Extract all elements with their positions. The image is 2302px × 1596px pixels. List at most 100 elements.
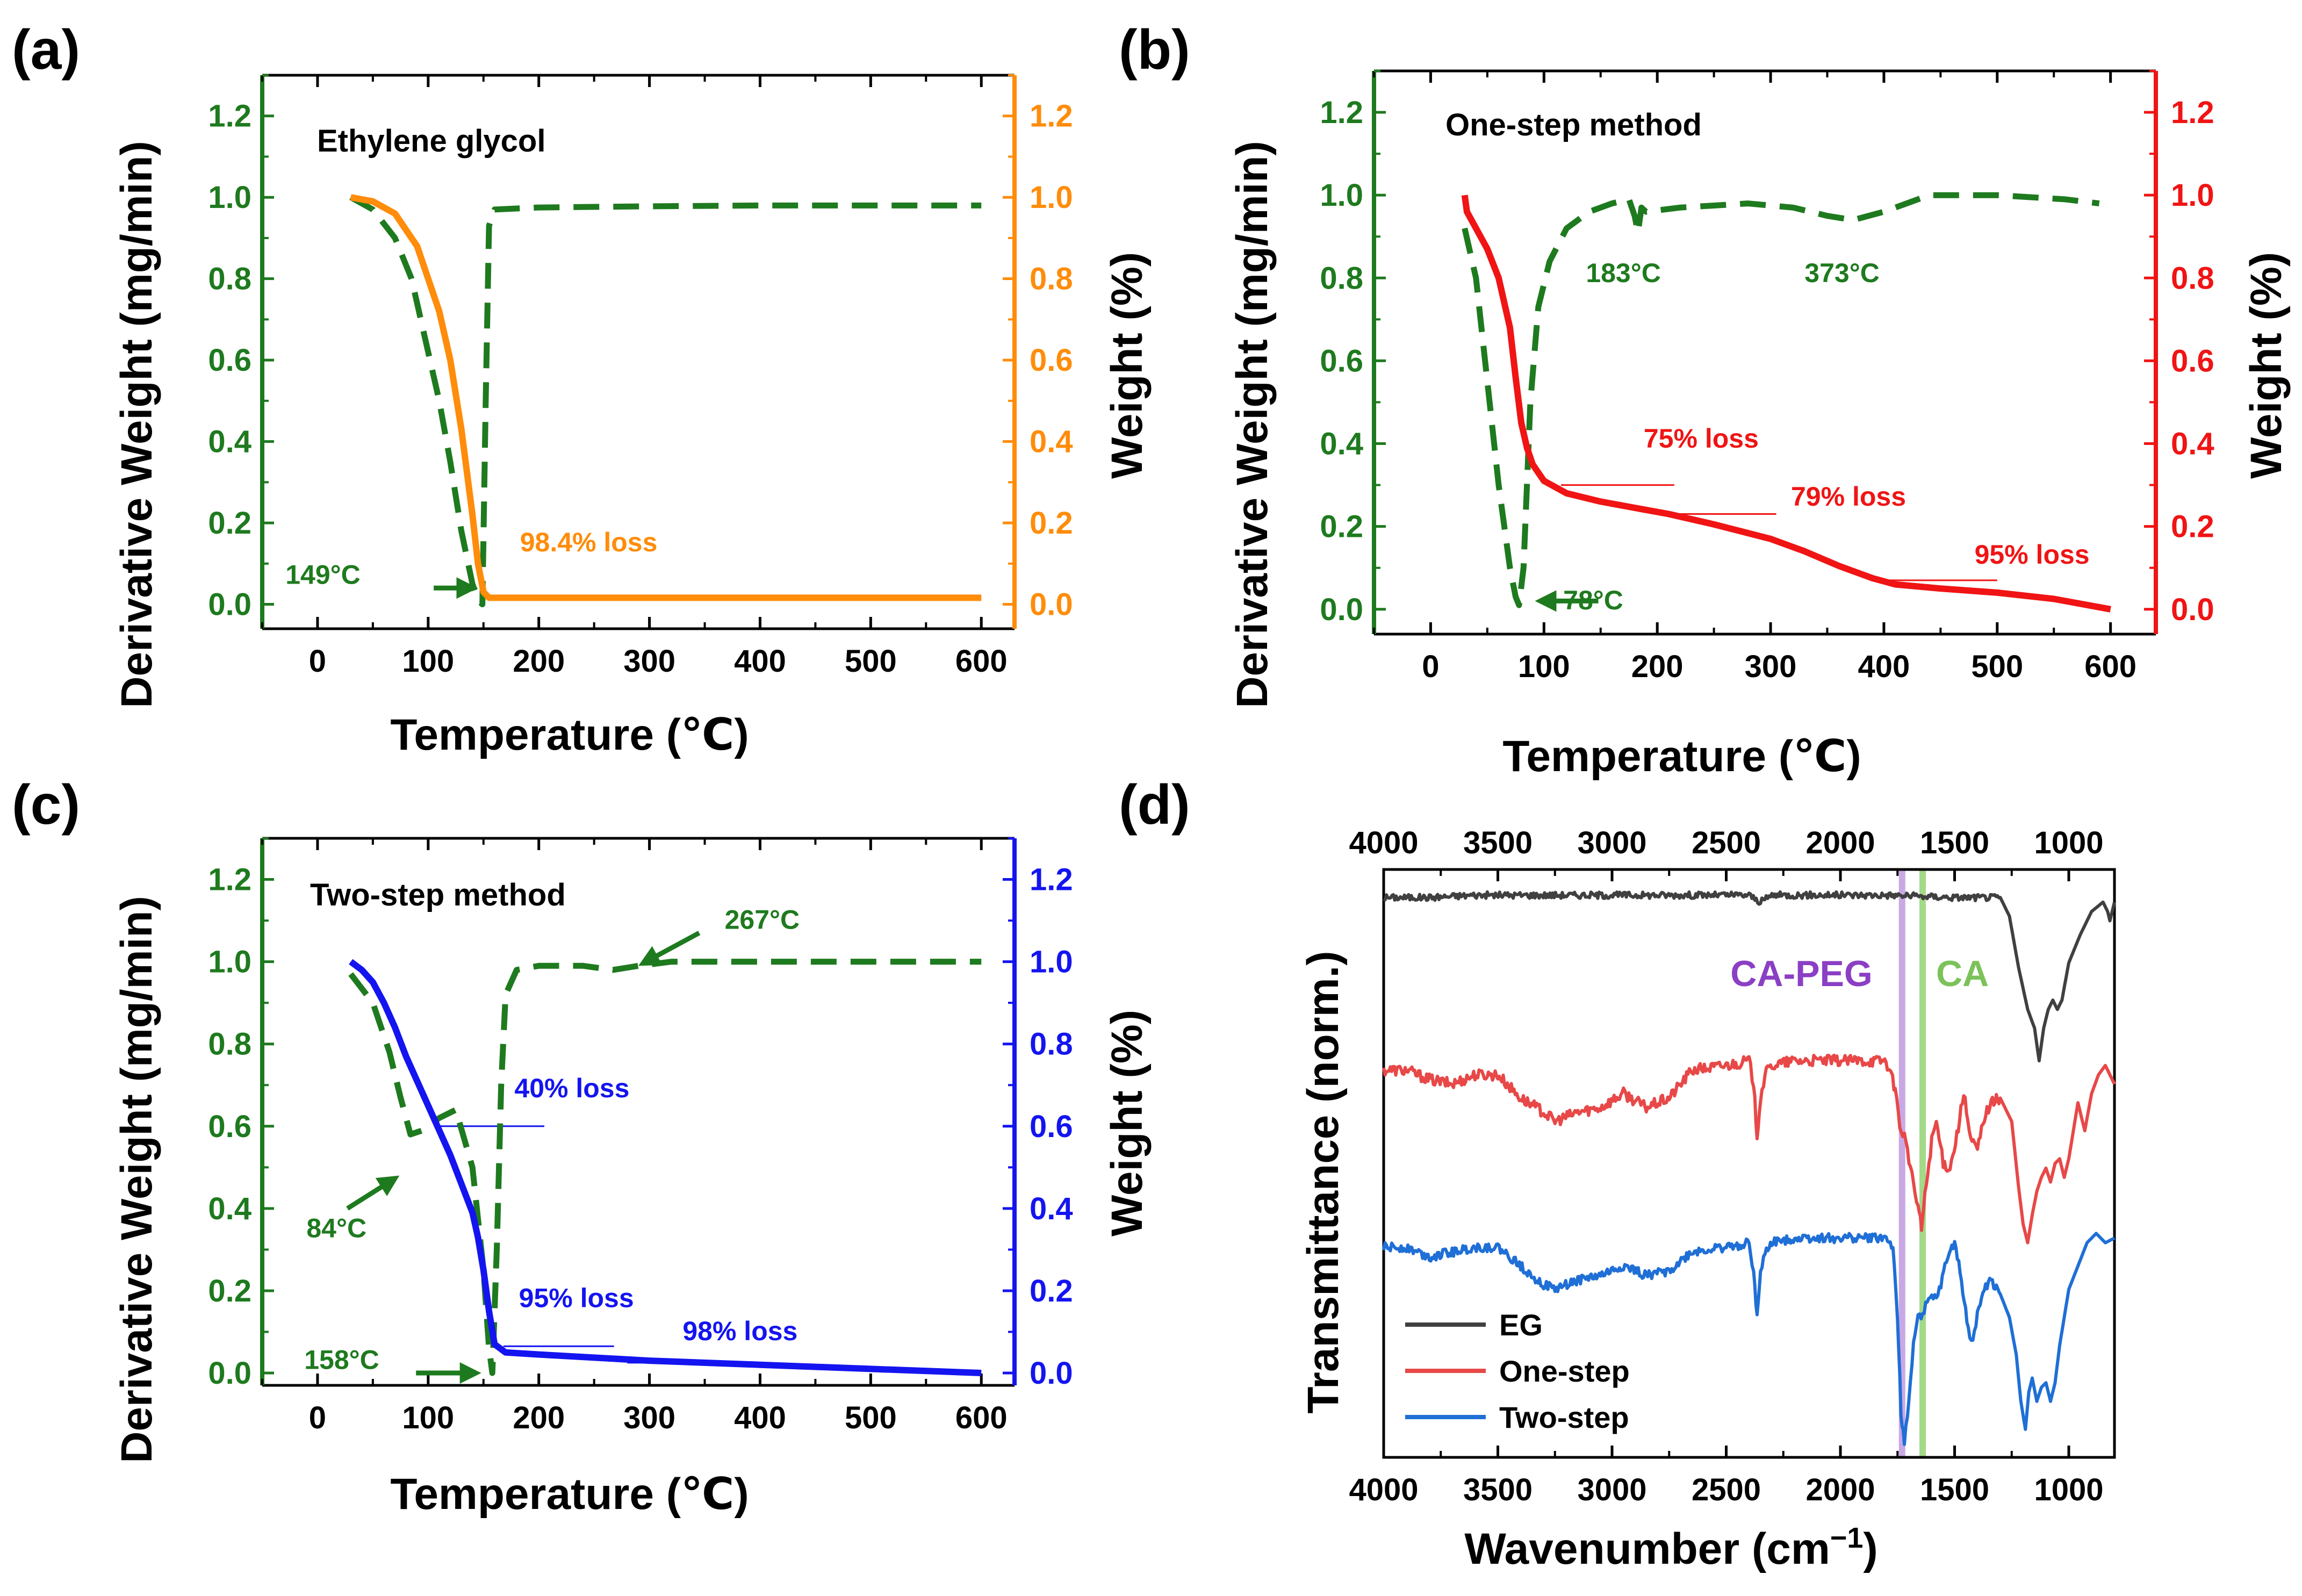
panel-b-series-weight <box>1461 195 2111 613</box>
panel-b-x-axis-title: Temperature (℃) <box>1502 732 1861 781</box>
panel-d-x-tick-label: 2500 <box>1692 1472 1761 1507</box>
panel-a-left-tick-label: 0.8 <box>208 262 251 297</box>
panel-b-annotation: 75% loss <box>1644 423 1759 454</box>
panel-a-left-tick-label: 0.2 <box>208 506 251 541</box>
panel-d-x-tick-label: 3500 <box>1463 1472 1533 1507</box>
panel-c-x-tick-label: 0 <box>309 1400 326 1435</box>
panel-b-left-axis-title: Derivative Weight (mg/min) <box>1228 141 1277 708</box>
panel-c-annotation: 158°C <box>304 1345 379 1375</box>
panel-c-right-tick-label: 1.2 <box>1030 862 1073 897</box>
panel-a-x-tick-label: 300 <box>623 644 675 679</box>
panel-a-label: (a) <box>12 19 80 81</box>
panel-b-right-tick-label: 0.6 <box>2171 343 2214 378</box>
panel-d-band-label: CA-PEG <box>1730 953 1872 994</box>
panel-d-band-label: CA <box>1936 953 1989 994</box>
panel-d-x-tick-label-top: 3000 <box>1577 825 1646 860</box>
panel-b-x-tick-label: 600 <box>2084 649 2136 684</box>
panel-d-x-tick-label: 3000 <box>1577 1472 1646 1507</box>
panel-b-x-tick-label: 400 <box>1858 649 1910 684</box>
panel-c-x-tick-label: 300 <box>623 1400 675 1435</box>
panel-a-x-tick-label: 500 <box>845 644 897 679</box>
panel-b-left-tick-label: 0.0 <box>1320 592 1363 627</box>
panel-c-left-tick-label: 0.2 <box>208 1274 251 1309</box>
panel-a: (a) Ethylene glycol Temperature (℃) Deri… <box>12 19 1152 759</box>
panel-a-left-tick-label: 0.6 <box>208 343 251 378</box>
panel-d-x-tick-label: 1500 <box>1920 1472 1989 1507</box>
panel-b: (b) One-step method Temperature (℃) Deri… <box>1119 19 2291 781</box>
panel-c-title: Two-step method <box>310 878 566 912</box>
panel-b-right-tick-label: 0.2 <box>2171 509 2214 544</box>
panel-b-annotation: 183°C <box>1586 258 1661 288</box>
panel-d-x-tick-label: 4000 <box>1349 1472 1418 1507</box>
panel-a-right-tick-label: 0.4 <box>1030 425 1073 459</box>
panel-c-left-tick-label: 1.0 <box>208 945 251 980</box>
panel-a-x-tick-label: 400 <box>734 644 786 679</box>
panel-b-label: (b) <box>1119 19 1190 81</box>
panel-d-x-axis-title-superscript: −1 <box>1830 1522 1864 1554</box>
panel-c-right-tick-label: 0.8 <box>1030 1027 1073 1062</box>
panel-b-left-tick-label: 1.2 <box>1320 95 1363 130</box>
panel-a-x-tick-label: 200 <box>513 644 565 679</box>
panel-b-x-tick-label: 0 <box>1422 649 1439 684</box>
panel-c-annotation: 95% loss <box>519 1283 634 1313</box>
panel-c-annotation-arrow-shaft <box>346 1182 387 1211</box>
panel-c-left-tick-label: 0.4 <box>208 1191 251 1226</box>
panel-c-left-axis-title: Derivative Weight (mg/min) <box>112 896 161 1463</box>
panel-a-right-tick-label: 1.0 <box>1030 180 1073 215</box>
panel-b-left-tick-label: 0.6 <box>1320 343 1363 378</box>
panel-a-annotation: 149°C <box>285 560 361 590</box>
panel-b-left-tick-label: 0.4 <box>1320 427 1363 462</box>
panel-a-annotation-arrow-head <box>456 577 478 599</box>
panel-b-annotation-arrow-head <box>1535 590 1557 612</box>
panel-b-right-tick-label: 0.4 <box>2171 427 2214 462</box>
panel-a-left-tick-label: 1.0 <box>208 180 251 215</box>
panel-d-x-tick-label-top: 3500 <box>1463 825 1533 860</box>
panel-c-label: (c) <box>12 774 80 836</box>
panel-c-x-tick-label: 100 <box>402 1400 454 1435</box>
panel-a-series-derivative-weight <box>349 195 982 608</box>
panel-c-left-tick-label: 0.0 <box>208 1356 251 1391</box>
panel-c-left-tick-label: 0.8 <box>208 1027 251 1062</box>
panel-a-x-tick-label: 600 <box>955 644 1008 679</box>
panel-c-annotation-arrow-head <box>638 946 663 966</box>
panel-b-right-tick-label: 1.2 <box>2171 95 2214 130</box>
panel-b-right-tick-label: 0.0 <box>2171 592 2214 627</box>
panel-d-x-tick-label: 1000 <box>2034 1472 2103 1507</box>
panel-d-legend-label: EG <box>1499 1308 1543 1342</box>
panel-b-series-derivative-weight <box>1462 192 2100 608</box>
panel-b-annotation: 79% loss <box>1791 481 1906 512</box>
panel-c-annotation: 40% loss <box>514 1073 629 1103</box>
panel-a-right-axis-title: Weight (%) <box>1103 252 1152 479</box>
panel-a-right-tick-label: 0.8 <box>1030 262 1073 297</box>
panel-d: (d) Wavenumber (cm−1) Transmittance (nor… <box>1119 774 2116 1573</box>
panel-c-right-tick-label: 0.4 <box>1030 1191 1073 1226</box>
panel-c-x-tick-label: 200 <box>513 1400 565 1435</box>
panel-d-x-axis-title: Wavenumber (cm−1) <box>1464 1522 1877 1573</box>
panel-c-right-tick-label: 1.0 <box>1030 945 1073 980</box>
panel-a-left-axis-title: Derivative Weight (mg/min) <box>112 141 161 708</box>
panel-c-annotation: 84°C <box>306 1213 366 1243</box>
panel-c-annotation-arrow-head <box>459 1362 481 1384</box>
panel-c: (c) Two-step method Temperature (℃) Deri… <box>12 774 1152 1519</box>
panel-b-x-tick-label: 200 <box>1631 649 1684 684</box>
panel-a-left-tick-label: 0.0 <box>208 587 251 622</box>
panel-b-left-tick-label: 0.8 <box>1320 261 1363 296</box>
panel-b-right-tick-label: 1.0 <box>2171 178 2214 213</box>
panel-d-x-tick-label-top: 2000 <box>1805 825 1875 860</box>
panel-c-x-tick-label: 600 <box>955 1400 1008 1435</box>
panel-c-annotation-arrow-shaft <box>651 931 701 960</box>
panel-a-title: Ethylene glycol <box>317 124 545 159</box>
panel-d-x-tick-label-top: 2500 <box>1692 825 1761 860</box>
panel-b-annotation: 95% loss <box>1975 540 2090 570</box>
panel-b-title: One-step method <box>1445 107 1702 142</box>
panel-c-left-tick-label: 0.6 <box>208 1109 251 1144</box>
panel-d-series-eg <box>1383 890 2116 1062</box>
panel-d-frame <box>1382 868 2116 1459</box>
panel-c-annotation: 98% loss <box>682 1316 797 1346</box>
panel-b-right-tick-label: 0.8 <box>2171 261 2214 296</box>
panel-d-series-two-step <box>1382 1232 2116 1446</box>
panel-a-left-tick-label: 1.2 <box>208 99 251 134</box>
panel-d-legend-label: Two-step <box>1499 1400 1629 1434</box>
panel-b-left-tick-label: 1.0 <box>1320 178 1363 213</box>
